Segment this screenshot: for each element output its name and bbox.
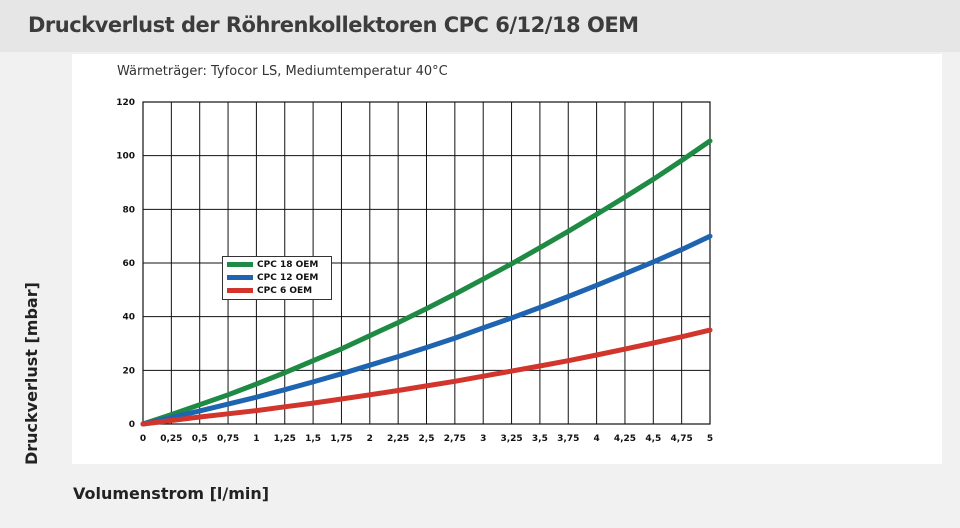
x-tick-label: 3,5 [532,434,548,444]
x-tick-label: 4,75 [671,434,693,444]
y-tick-label: 40 [122,313,135,323]
y-tick-label: 60 [122,259,135,269]
x-tick-label: 4,25 [614,434,636,444]
x-tick-label: 2,5 [419,434,435,444]
legend-label-cpc-12: CPC 12 OEM [257,272,319,283]
y-tick-label: 0 [129,420,135,430]
x-tick-label: 4,5 [645,434,661,444]
y-axis-label: Druckverlust [mbar] [22,282,41,465]
x-tick-label: 0,5 [192,434,208,444]
y-tick-label: 20 [122,366,135,376]
series-line-cpc-12-oem [140,233,713,427]
x-tick-label: 0,25 [160,434,182,444]
y-tick-label: 120 [116,98,135,108]
x-tick-label: 2 [367,434,373,444]
x-tick-label: 0,75 [217,434,239,444]
x-tick-label: 3,75 [557,434,579,444]
x-tick-label: 1,5 [305,434,321,444]
x-tick-label: 2,75 [444,434,466,444]
x-tick-label: 1,25 [274,434,296,444]
legend-item-cpc-6: CPC 6 OEM [227,284,312,297]
legend-item-cpc-12: CPC 12 OEM [227,271,318,284]
x-tick-label: 3,25 [500,434,522,444]
chart-subtitle: Wärmeträger: Tyfocor LS, Mediumtemperatu… [117,64,448,79]
series-line-cpc-18-oem [140,138,713,427]
legend-swatch-cpc-12 [227,275,253,280]
x-tick-label: 1 [253,434,259,444]
y-tick-label: 80 [122,205,135,215]
x-tick-label: 5 [707,434,713,444]
x-tick-label: 4 [593,434,599,444]
chart-legend: CPC 18 OEM CPC 12 OEM CPC 6 OEM [222,256,332,300]
x-tick-label: 2,25 [387,434,409,444]
x-tick-label: 1,75 [330,434,352,444]
x-tick-label: 0 [140,434,146,444]
y-tick-label: 100 [116,152,135,162]
title-bar [0,0,960,52]
series-line-cpc-6-oem [140,327,713,427]
plot-frame [142,101,711,425]
x-tick-label: 3 [480,434,486,444]
page-title: Druckverlust der Röhrenkollektoren CPC 6… [28,13,639,37]
legend-label-cpc-18: CPC 18 OEM [257,259,319,270]
x-axis-label: Volumenstrom [l/min] [73,484,270,503]
legend-swatch-cpc-18 [227,262,253,267]
legend-swatch-cpc-6 [227,288,253,293]
legend-label-cpc-6: CPC 6 OEM [257,285,313,296]
legend-item-cpc-18: CPC 18 OEM [227,258,318,271]
